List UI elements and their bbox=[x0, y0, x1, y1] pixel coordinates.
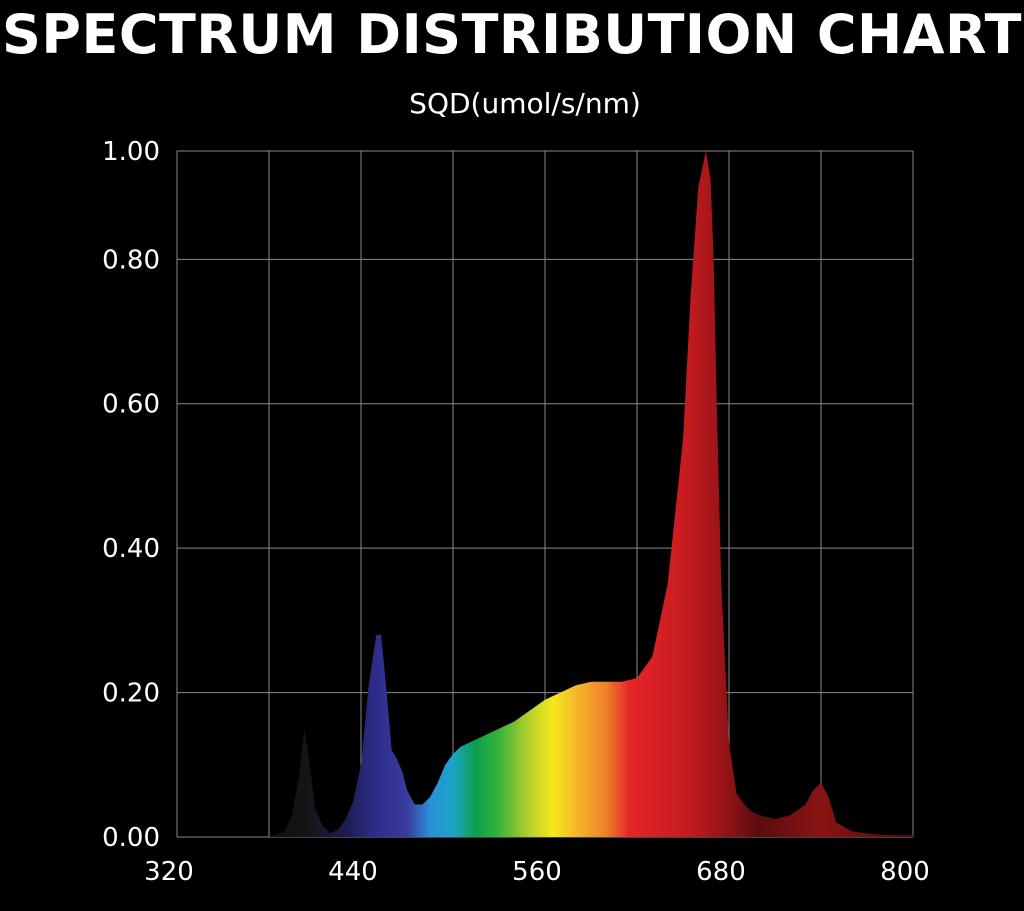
chart-title: SPECTRUM DISTRIBUTION CHART bbox=[1, 3, 1023, 66]
tick-labels: 0.00 0.20 0.40 0.60 0.80 1.00 320 440 560 680 800 bbox=[102, 137, 930, 887]
y-tick-label: 1.00 bbox=[102, 137, 160, 167]
x-tick-label: 440 bbox=[328, 857, 378, 887]
spectrum-area bbox=[269, 151, 913, 837]
y-tick-label: 0.00 bbox=[102, 823, 160, 853]
x-tick-label: 560 bbox=[512, 857, 562, 887]
y-tick-label: 0.20 bbox=[102, 679, 160, 709]
y-tick-label: 0.80 bbox=[102, 245, 160, 275]
y-tick-label: 0.60 bbox=[102, 390, 160, 420]
x-tick-label: 800 bbox=[880, 857, 930, 887]
y-tick-label: 0.40 bbox=[102, 534, 160, 564]
x-tick-label: 680 bbox=[696, 857, 746, 887]
x-tick-label: 320 bbox=[144, 857, 194, 887]
spectrum-area-path bbox=[269, 151, 913, 837]
y-axis-unit-label: SQD(umol/s/nm) bbox=[409, 87, 641, 120]
grid-lines bbox=[176, 150, 914, 838]
